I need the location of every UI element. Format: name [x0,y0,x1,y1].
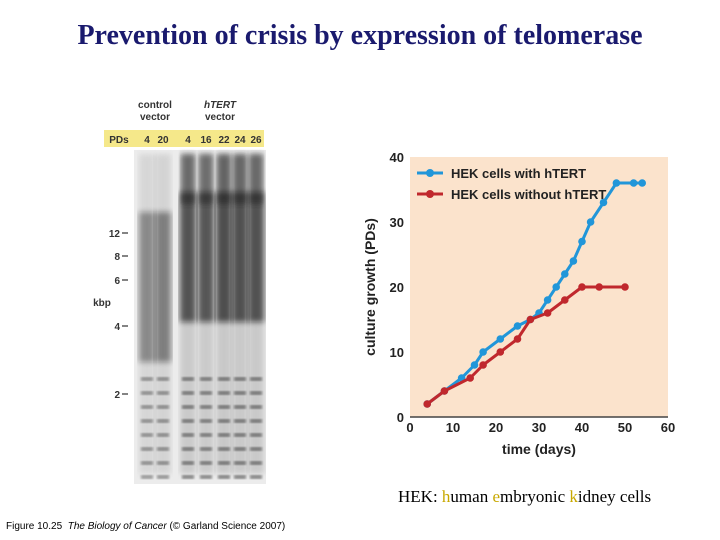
hek-note: HEK: human embryonic kidney cells [398,487,651,507]
series-group [423,179,646,408]
pd-header-bar [104,130,264,147]
data-point [578,283,586,291]
data-point [543,296,552,304]
lane-label: 24 [234,135,246,146]
y-tick-label: 40 [390,150,404,165]
marker-label: 8 [114,252,120,263]
gel-lanes [139,154,264,479]
hek-w3: idney cells [577,487,652,506]
hek-w1: uman [450,487,493,506]
data-point [638,179,646,187]
caption-fig: Figure 10.25 [6,521,63,532]
data-point [569,257,578,265]
caption-rest: (© Garland Science 2007) [166,521,286,532]
lane-label: 20 [157,135,169,146]
hek-w2: mbryonic [500,487,570,506]
data-point [513,322,522,330]
lane-label: 22 [218,135,230,146]
data-point [526,315,535,324]
gel-lane [198,154,214,479]
data-point [479,361,487,369]
size-markers: 12 8 6 4 2 [109,229,128,401]
series-without-htert [423,283,629,408]
data-point [513,335,522,343]
data-point [543,309,552,317]
lane-label: 4 [185,135,191,146]
legend-label: HEK cells with hTERT [451,166,586,181]
lane-labels: 4 20 4 16 22 24 26 [144,135,262,146]
data-point [479,348,487,356]
marker-label: 4 [114,322,120,333]
control-label: control [138,100,172,111]
hek-h: h [441,487,451,506]
y-tick-label: 30 [390,215,404,230]
x-tick-label: 40 [575,420,589,435]
x-tick-label: 50 [618,420,632,435]
gel-lane [248,154,264,479]
slide-title: Prevention of crisis by expression of te… [77,20,643,51]
data-point [586,218,595,226]
htert-vector-label: vector [205,112,235,123]
hek-k: k [569,487,578,506]
x-axis-label: time (days) [502,441,576,457]
lane-label: 4 [144,135,150,146]
caption-book: The Biology of Cancer [67,521,167,532]
data-point [561,270,569,278]
figure-caption: Figure 10.25 The Biology of Cancer (© Ga… [6,521,285,532]
y-tick-label: 0 [397,410,404,425]
data-point [612,179,621,187]
data-point [466,374,474,382]
marker-label: 6 [114,276,120,287]
x-ticks: 0 10 20 30 40 50 60 [406,420,675,435]
legend: HEK cells with hTERT HEK cells without hT… [417,166,606,202]
gel-lane [216,154,232,479]
data-point [470,361,479,369]
y-tick-label: 10 [390,345,404,360]
y-axis-label: culture growth (PDs) [362,218,378,356]
x-tick-label: 10 [446,420,460,435]
kbp-label: kbp [93,298,111,309]
data-point [629,179,638,187]
x-tick-label: 30 [532,420,546,435]
legend-marker [426,190,434,198]
x-tick-label: 20 [489,420,503,435]
data-point [578,237,586,246]
gel-image: control vector hTERT vector PDs 4 20 4 16 22… [93,100,266,484]
y-tick-label: 20 [390,280,404,295]
data-point [621,283,629,291]
legend-label: HEK cells without hTERT [451,187,606,202]
data-point [496,335,505,343]
marker-label: 2 [114,390,120,401]
pds-label: PDs [109,135,129,146]
lane-label: 26 [250,135,262,146]
data-point [496,348,505,356]
data-point [595,283,603,291]
data-point [599,198,608,207]
data-point [440,387,449,395]
marker-label: 12 [109,229,121,240]
data-point [423,400,431,408]
x-tick-label: 60 [661,420,675,435]
gel-lane [232,154,248,479]
lane-label: 16 [200,135,212,146]
htert-label: hTERT [204,100,237,111]
x-tick-label: 0 [406,420,413,435]
gel-lane [155,154,171,479]
data-point [552,283,560,291]
y-ticks: 0 10 20 30 40 [390,150,404,425]
data-point [561,296,569,304]
control-vector-label: vector [140,112,170,123]
hek-prefix: HEK: [398,487,442,506]
growth-chart: 0 10 20 30 40 50 60 0 10 20 30 40 time (days) cult… [362,150,675,457]
gel-lane [139,154,155,479]
gel-lane [180,154,196,479]
legend-marker [426,169,434,177]
hek-e: e [492,487,500,506]
